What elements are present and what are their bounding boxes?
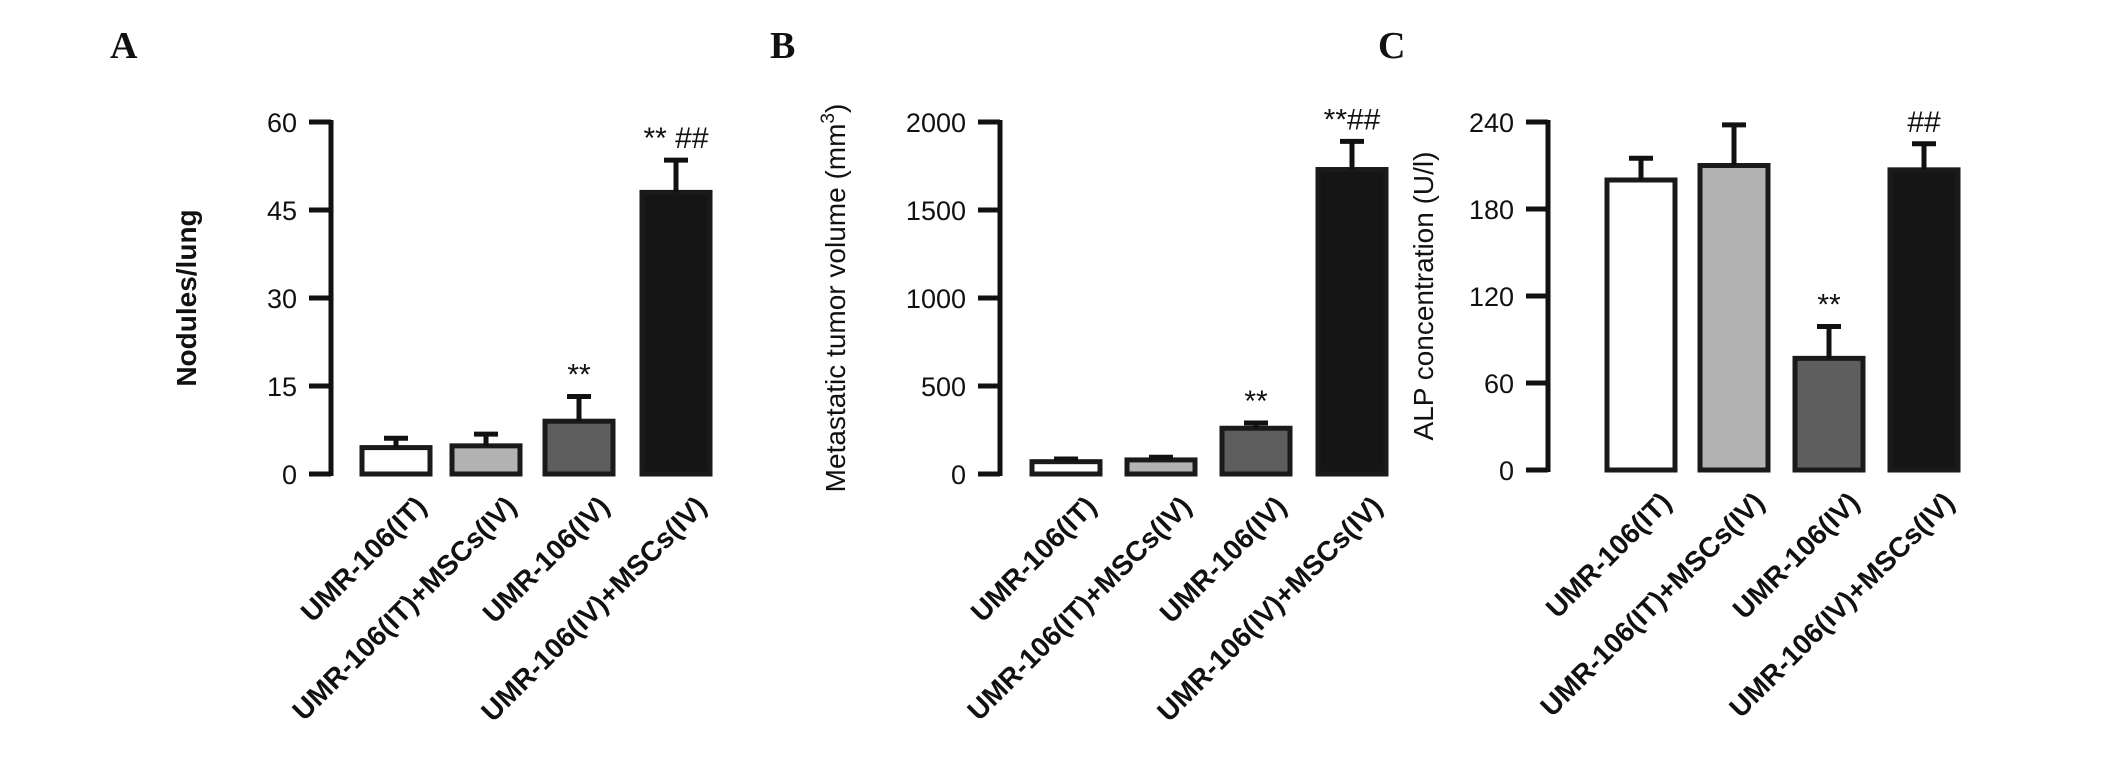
y-tick-label: 60 — [1484, 369, 1514, 399]
y-tick-label: 180 — [1469, 195, 1514, 225]
y-tick-label: 120 — [1469, 282, 1514, 312]
significance-label: ** — [1244, 385, 1268, 418]
y-tick-label: 30 — [267, 284, 297, 314]
bar-2 — [1697, 163, 1771, 473]
y-tick-label: 0 — [282, 460, 297, 490]
bar-3 — [1219, 425, 1293, 477]
bar-3 — [542, 418, 616, 477]
bar-4 — [1887, 167, 1961, 473]
y-axis-label: Nodules/lung — [171, 209, 202, 386]
y-axis-label-text: Metastatic tumor volume (mm — [820, 124, 851, 493]
significance-label: ** — [567, 359, 591, 392]
panel-letter: B — [770, 25, 795, 67]
y-tick-label: 15 — [267, 372, 297, 402]
y-axis-label: Metastatic tumor volume (mm3) — [818, 104, 851, 493]
y-tick-label: 2000 — [906, 108, 966, 138]
y-tick-label: 1500 — [906, 196, 966, 226]
y-tick-label: 0 — [1499, 456, 1514, 486]
y-axis-label: ALP concentration (U/l) — [1408, 152, 1439, 441]
panel-letter: A — [110, 25, 138, 67]
bar-1 — [1604, 177, 1678, 473]
y-axis-label-text: ALP concentration (U/l) — [1408, 152, 1439, 441]
bar-2 — [449, 443, 523, 477]
y-tick-label: 1000 — [906, 284, 966, 314]
panel-a: A015304560Nodules/lungUMR-106(IT)UMR-106… — [110, 25, 713, 727]
bar-3 — [1792, 355, 1866, 473]
bar-1 — [1029, 459, 1103, 477]
y-tick-label: 0 — [951, 460, 966, 490]
bar-2 — [1124, 457, 1198, 477]
y-tick-label: 45 — [267, 196, 297, 226]
y-tick-label: 60 — [267, 108, 297, 138]
significance-label: **## — [1324, 103, 1381, 136]
y-tick-label: 500 — [921, 372, 966, 402]
significance-label: ## — [1907, 106, 1941, 139]
bar-1 — [359, 445, 433, 477]
significance-label: ** ## — [643, 122, 708, 155]
significance-label: ** — [1817, 288, 1841, 321]
y-axis-label-text: Nodules/lung — [171, 209, 202, 386]
bar-4 — [1315, 167, 1389, 477]
panel-letter: C — [1378, 25, 1405, 67]
y-axis-label-superscript: 3 — [818, 113, 839, 124]
y-axis-label-end: ) — [820, 104, 851, 113]
bar-4 — [639, 189, 713, 477]
panel-b: B 0 500 1000 1500 2000 Metastatic tumor volume… — [770, 25, 1389, 727]
y-tick-label: 240 — [1469, 108, 1514, 138]
